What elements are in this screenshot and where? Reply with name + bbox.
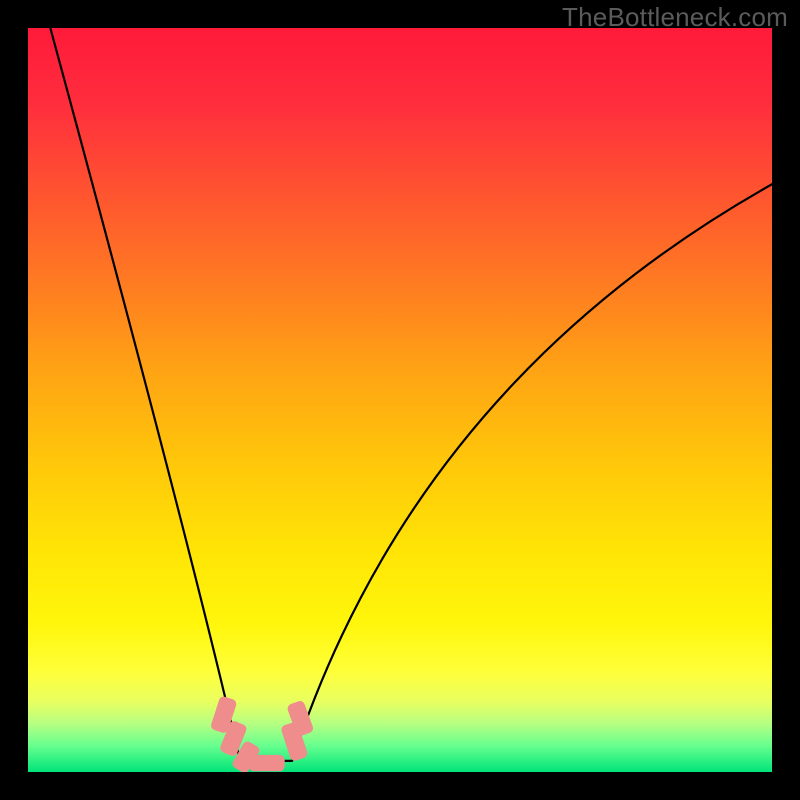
plot-area <box>28 28 772 772</box>
watermark-text: TheBottleneck.com <box>562 2 788 33</box>
chart-stage: TheBottleneck.com <box>0 0 800 800</box>
curve-markers <box>28 28 772 772</box>
